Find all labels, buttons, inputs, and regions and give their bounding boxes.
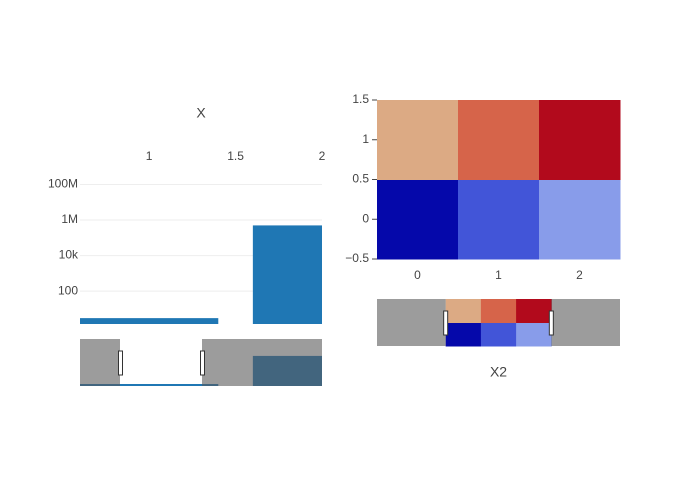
y-tick-label: 1M (61, 212, 78, 226)
slider-mask (202, 339, 322, 386)
x-tick-label: 0 (414, 268, 421, 282)
slider-handle[interactable] (200, 350, 205, 376)
heatmap-cell (377, 100, 459, 180)
slider-mask (80, 339, 120, 386)
x-axis-title: X2 (490, 364, 507, 380)
slider-cell (445, 299, 482, 323)
slider-handle[interactable] (443, 310, 449, 336)
bar (252, 225, 322, 324)
y-tick-label: 100 (58, 283, 78, 297)
slider-handle[interactable] (548, 310, 554, 336)
slider-cell (480, 322, 517, 347)
y-tick-label: 1.5 (352, 92, 369, 106)
slider-bar (80, 384, 219, 386)
slider-handle[interactable] (118, 350, 123, 376)
heatmap-cell (377, 179, 459, 260)
x-tick-label: 1 (495, 268, 502, 282)
slider-mask (551, 299, 620, 346)
x-tick-label: 1 (146, 149, 153, 163)
y-tick-label: 100M (48, 177, 78, 191)
slider-cell (445, 322, 482, 347)
slider-cell (480, 299, 517, 323)
heatmap-cell (458, 179, 540, 260)
heatmap-cell (539, 100, 621, 180)
x-tick-label: 2 (576, 268, 583, 282)
slider-cell (516, 299, 552, 323)
slider-cell (516, 322, 552, 347)
x-tick-label: 2 (319, 149, 326, 163)
heatmap-cell (539, 179, 621, 260)
slider-mask (377, 299, 446, 346)
y-tick-label: 0.5 (352, 172, 369, 186)
bar (80, 318, 219, 324)
y-tick-label: 10k (59, 248, 79, 262)
x-axis-title: X (196, 105, 206, 121)
heatmap-cell (458, 100, 540, 180)
y-tick-label: 1 (362, 132, 369, 146)
x-tick-label: 1.5 (227, 149, 244, 163)
y-tick-label: 0 (362, 211, 369, 225)
y-tick-label: −0.5 (345, 251, 369, 265)
